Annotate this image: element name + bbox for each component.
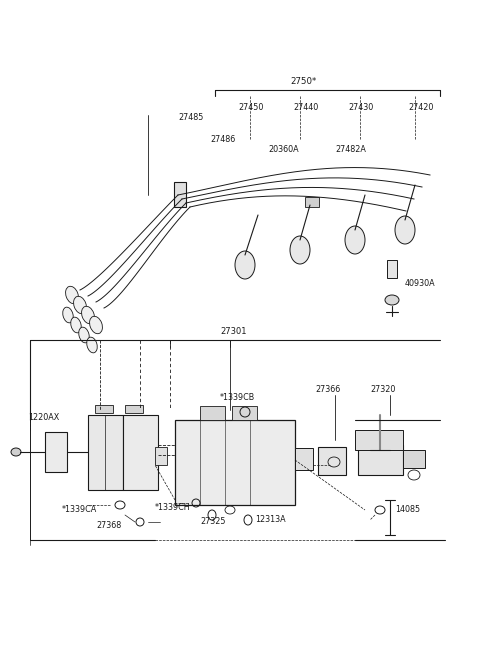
Bar bbox=[305, 197, 319, 207]
Ellipse shape bbox=[82, 306, 95, 324]
Text: 2750*: 2750* bbox=[290, 78, 316, 87]
Text: 40930A: 40930A bbox=[405, 279, 436, 288]
Bar bbox=[125, 405, 143, 413]
Ellipse shape bbox=[73, 296, 86, 313]
Bar bbox=[123, 415, 158, 490]
Text: 14085: 14085 bbox=[395, 505, 420, 514]
Ellipse shape bbox=[71, 317, 81, 333]
Text: 27440: 27440 bbox=[293, 104, 318, 112]
Text: 27320: 27320 bbox=[370, 386, 396, 394]
Text: *1339CH: *1339CH bbox=[155, 503, 191, 512]
Text: 27301: 27301 bbox=[220, 327, 247, 336]
Ellipse shape bbox=[87, 337, 97, 353]
Text: 20360A: 20360A bbox=[268, 145, 299, 154]
Text: 27482A: 27482A bbox=[335, 145, 366, 154]
Bar bbox=[175, 420, 295, 505]
Bar bbox=[403, 450, 425, 468]
Ellipse shape bbox=[345, 226, 365, 254]
Text: 27420: 27420 bbox=[408, 104, 433, 112]
Text: 27366: 27366 bbox=[315, 386, 340, 394]
Bar bbox=[358, 445, 403, 475]
Bar bbox=[232, 406, 257, 420]
Bar bbox=[355, 430, 403, 450]
Text: 27325: 27325 bbox=[200, 518, 226, 526]
Text: 27450: 27450 bbox=[238, 104, 264, 112]
Ellipse shape bbox=[79, 327, 89, 343]
Bar bbox=[387, 260, 397, 278]
Ellipse shape bbox=[395, 216, 415, 244]
Ellipse shape bbox=[90, 316, 102, 334]
Text: 27430: 27430 bbox=[348, 104, 373, 112]
Text: 1220AX: 1220AX bbox=[28, 413, 59, 422]
Text: 27485: 27485 bbox=[178, 114, 204, 122]
Bar bbox=[88, 415, 123, 490]
Text: *1339CB: *1339CB bbox=[220, 392, 255, 401]
Text: *1339CA: *1339CA bbox=[62, 505, 97, 514]
Text: 12313A: 12313A bbox=[255, 516, 286, 524]
Ellipse shape bbox=[290, 236, 310, 264]
Bar bbox=[155, 447, 167, 465]
Bar bbox=[174, 182, 186, 207]
Bar bbox=[45, 432, 67, 472]
Bar bbox=[95, 405, 113, 413]
Ellipse shape bbox=[385, 295, 399, 305]
Bar bbox=[318, 447, 346, 475]
Text: 27486: 27486 bbox=[210, 135, 235, 145]
Bar bbox=[295, 448, 313, 470]
Ellipse shape bbox=[63, 307, 73, 323]
Bar bbox=[200, 406, 225, 420]
Text: 27368: 27368 bbox=[96, 520, 121, 530]
Ellipse shape bbox=[66, 286, 78, 304]
Ellipse shape bbox=[235, 251, 255, 279]
Ellipse shape bbox=[11, 448, 21, 456]
